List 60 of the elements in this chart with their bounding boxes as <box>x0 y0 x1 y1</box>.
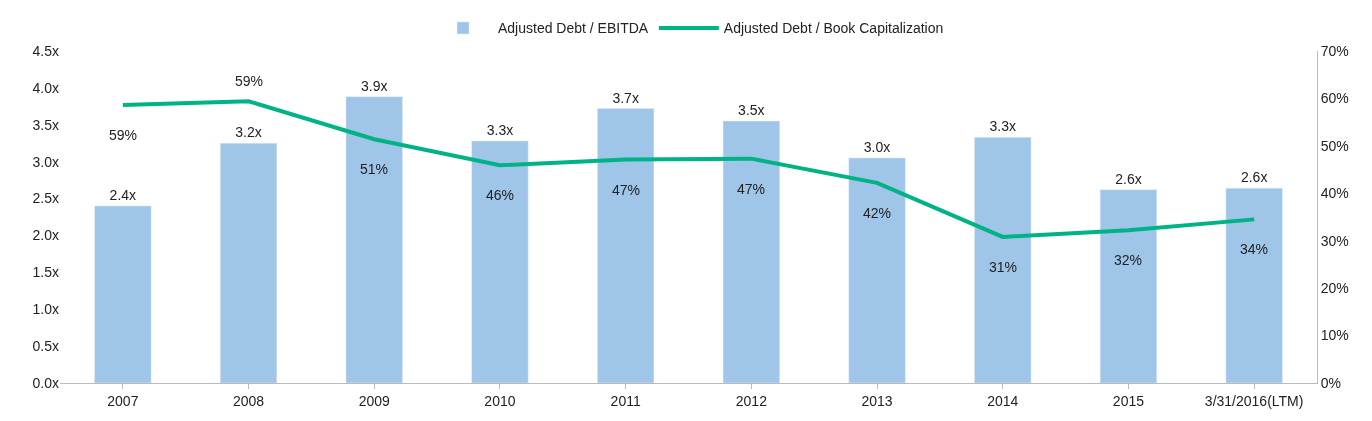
data-label: 2.4x <box>109 186 137 203</box>
bar <box>1099 189 1157 383</box>
y2-tick-label: 70% <box>1320 42 1349 59</box>
y2-tick-label: 50% <box>1320 137 1349 154</box>
x-tick-label: 2015 <box>1112 392 1145 409</box>
y-tick-label: 2.5x <box>32 190 59 207</box>
y2-tick-label: 20% <box>1320 280 1349 297</box>
y2-tick-label: 10% <box>1320 327 1349 344</box>
y2-tick-label: 0% <box>1320 374 1342 391</box>
bar <box>1225 187 1283 383</box>
data-label: 3.3x <box>486 122 514 139</box>
y-tick-label: 3.5x <box>32 116 59 133</box>
y-tick-label: 0.0x <box>32 374 59 391</box>
x-tick-label: 2012 <box>735 392 768 409</box>
legend-label: Adjusted Debt / EBITDA <box>498 20 649 37</box>
y-tick-label: 1.5x <box>32 264 59 281</box>
data-label: 59% <box>235 73 264 89</box>
y-tick-label: 0.5x <box>32 338 59 355</box>
x-tick-label: 2014 <box>987 392 1019 409</box>
data-label: 51% <box>360 161 389 177</box>
data-label: 47% <box>737 181 766 197</box>
data-label: 3.0x <box>863 138 891 155</box>
x-tick-label: 2008 <box>232 392 265 409</box>
data-label: 2.6x <box>1240 169 1268 186</box>
data-label: 3.5x <box>738 102 765 119</box>
y-tick-label: 4.5x <box>32 42 59 59</box>
y-tick-label: 3.0x <box>32 153 59 170</box>
x-tick-label: 2010 <box>484 392 516 409</box>
x-tick-label: 2011 <box>610 392 641 409</box>
x-tick-label: 3/31/2016(LTM) <box>1204 392 1304 409</box>
bar <box>220 142 278 383</box>
data-label: 59% <box>109 127 138 143</box>
y-tick-label: 1.0x <box>32 301 59 318</box>
data-label: 3.7x <box>612 89 639 106</box>
data-label: 47% <box>612 182 641 198</box>
x-tick-label: 2007 <box>107 392 139 409</box>
y-tick-label: 4.0x <box>32 79 59 96</box>
data-label: 46% <box>486 187 515 203</box>
x-tick-label: 2009 <box>358 392 391 409</box>
data-label: 3.2x <box>235 124 262 141</box>
bar <box>94 205 152 383</box>
bar <box>597 108 655 383</box>
bar <box>345 96 403 383</box>
data-label: 2.6x <box>1115 170 1142 187</box>
data-label: 31% <box>989 259 1018 275</box>
bar <box>722 120 780 383</box>
y2-tick-label: 40% <box>1320 185 1349 202</box>
data-label: 42% <box>863 205 892 221</box>
data-label: 34% <box>1240 241 1269 257</box>
y2-tick-label: 60% <box>1320 90 1349 107</box>
bar <box>471 140 529 383</box>
legend-label: Adjusted Debt / Book Capitalization <box>723 20 944 37</box>
y2-tick-label: 30% <box>1320 232 1349 249</box>
data-label: 32% <box>1114 252 1143 268</box>
data-label: 3.3x <box>989 118 1016 135</box>
data-label: 3.9x <box>361 77 388 94</box>
x-tick-label: 2013 <box>861 392 893 409</box>
bar <box>974 137 1032 383</box>
bar <box>848 157 906 383</box>
y-tick-label: 2.0x <box>32 227 59 244</box>
